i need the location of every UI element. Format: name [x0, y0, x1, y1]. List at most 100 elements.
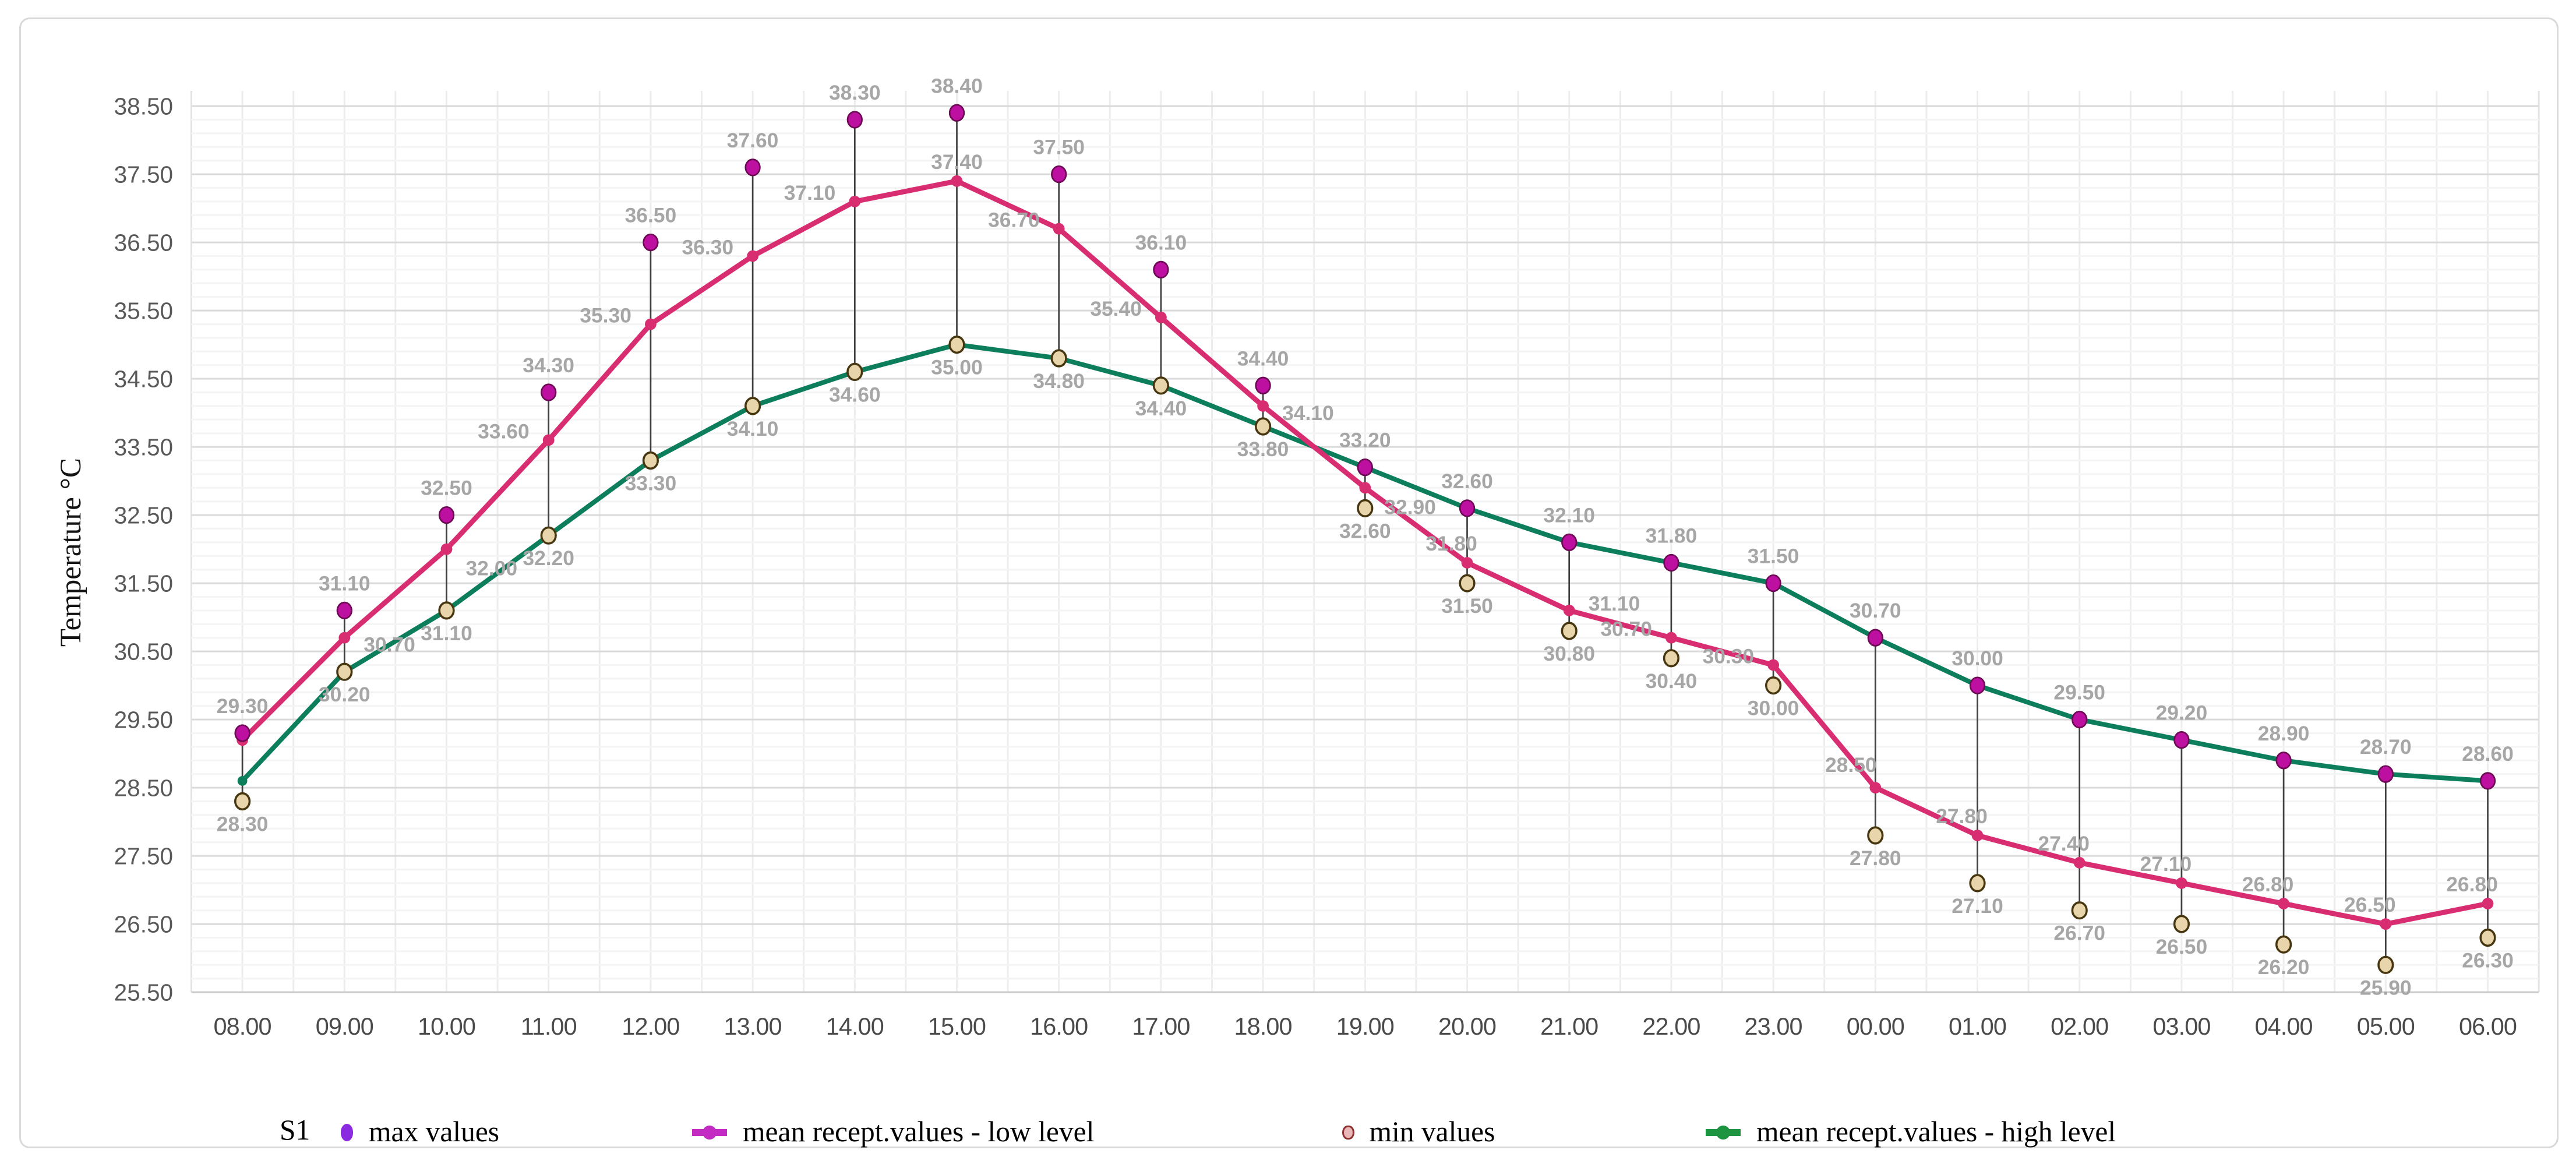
mean-low-point: [338, 632, 351, 644]
max-value-label: 32.60: [1441, 470, 1493, 493]
min-value-point: [2377, 955, 2394, 974]
mean-low-point: [2073, 856, 2085, 869]
mean-low-point: [1869, 782, 1882, 794]
min-value-label: 34.80: [1033, 369, 1085, 393]
max-value-label: 32.10: [1543, 503, 1595, 527]
x-tick-label: 06.00: [2459, 1013, 2517, 1040]
x-tick-label: 21.00: [1540, 1013, 1598, 1040]
legend-series-prefix: S1: [280, 1113, 310, 1147]
max-value-label: 31.10: [319, 572, 370, 595]
mean-low-value-label: 27.40: [2038, 832, 2090, 855]
min-value-label: 26.70: [2053, 922, 2105, 945]
max-value-label: 28.60: [2462, 742, 2514, 766]
y-tick-label: 30.50: [114, 639, 173, 665]
min-value-label: 27.10: [1952, 894, 2003, 918]
max-value-label: 29.30: [217, 694, 269, 718]
legend-item-label: mean recept.values - high level: [1756, 1115, 2116, 1148]
x-tick-label: 23.00: [1745, 1013, 1802, 1040]
min-value-label: 33.30: [625, 472, 677, 495]
min-value-label: 30.80: [1543, 642, 1595, 665]
y-tick-label: 33.50: [114, 434, 173, 461]
mean-low-point: [1971, 830, 1984, 841]
max-value-label: 38.40: [931, 74, 983, 97]
mean-low-point: [1155, 311, 1167, 323]
mean-low-point: [1461, 557, 1473, 569]
mean-low-point: [1053, 223, 1065, 235]
max-value-label: 37.50: [1033, 136, 1085, 159]
min-value-label: 30.40: [1646, 669, 1698, 693]
min-value-point: [1152, 376, 1170, 395]
y-axis-title: Temperature °C: [54, 457, 87, 647]
mean-low-point: [1257, 400, 1269, 412]
min-value-point: [336, 662, 353, 681]
x-tick-label: 15.00: [928, 1013, 986, 1040]
max-value-label: 31.80: [1646, 524, 1698, 548]
max-value-label: 36.10: [1135, 231, 1187, 254]
legend-item-max-values: max values: [341, 1112, 499, 1154]
min-value-label: 35.00: [931, 356, 983, 379]
mean-low-value-label: 35.30: [580, 304, 631, 327]
min-value-point: [540, 526, 557, 545]
mean-low-point: [2482, 898, 2494, 909]
min-value-label: 26.30: [2462, 949, 2514, 972]
mean-low-point: [542, 434, 555, 446]
mean-low-value-label: 31.80: [1425, 532, 1477, 555]
max-value-label: 30.00: [1952, 647, 2003, 670]
max-value-label: 32.50: [421, 477, 472, 500]
min-value-point: [2071, 901, 2088, 920]
mean-low-value-label: 36.30: [682, 236, 734, 259]
max-value-point: [1561, 533, 1578, 552]
mean-high-point: [237, 776, 248, 786]
min-value-label: 31.10: [421, 622, 472, 645]
x-tick-label: 09.00: [316, 1013, 373, 1040]
min-value-point: [1765, 676, 1782, 695]
min-value-label: 34.10: [727, 417, 779, 440]
max-value-point: [1255, 376, 1271, 394]
legend-item-mean-low: mean recept.values - low level: [692, 1112, 1094, 1154]
mean-low-value-label: 30.70: [1600, 618, 1652, 641]
x-tick-label: 02.00: [2051, 1013, 2108, 1040]
max-value-point: [1153, 260, 1169, 279]
min-value-point: [438, 601, 455, 620]
mean-low-value-label: 27.10: [2140, 852, 2192, 876]
legend: S1 max values mean recept.values - low l…: [0, 1112, 2576, 1154]
mean-low-value-label: 27.80: [1936, 805, 1988, 828]
max-value-point: [1765, 574, 1781, 592]
mean-low-point: [1767, 659, 1779, 671]
max-value-point: [1357, 458, 1373, 477]
x-tick-label: 18.00: [1234, 1013, 1292, 1040]
max-value-point: [2377, 765, 2394, 783]
min-value-point: [2173, 915, 2190, 933]
legend-item-label: mean recept.values - low level: [743, 1115, 1095, 1148]
max-value-label: 29.20: [2156, 701, 2208, 725]
mean-low-marker-icon: [692, 1126, 727, 1140]
x-tick-label: 11.00: [521, 1013, 577, 1040]
max-value-point: [234, 724, 250, 742]
mean-low-point: [1563, 605, 1575, 616]
x-tick-labels: 08.00 09.00 10.00 11.00 12.00 13.00 14.00 15.00…: [214, 1013, 2517, 1040]
min-value-point: [1561, 622, 1578, 640]
max-value-label: 37.60: [727, 129, 779, 152]
x-tick-label: 17.00: [1132, 1013, 1190, 1040]
mean-low-point: [849, 196, 861, 207]
max-value-point: [2173, 731, 2190, 749]
min-value-label: 32.60: [1339, 519, 1391, 542]
data-labels: 29.30 31.10 32.50 34.30 36.50 37.60 38.30 38.40…: [217, 74, 2514, 999]
min-value-point: [1357, 499, 1374, 517]
max-value-point: [948, 104, 965, 122]
mean-low-point: [1359, 482, 1371, 494]
y-tick-label: 34.50: [114, 366, 173, 393]
legend-item-mean-high: mean recept.values - high level: [1706, 1112, 2116, 1154]
max-value-label: 34.40: [1237, 347, 1289, 370]
max-value-label: 30.70: [1850, 599, 1901, 622]
mean-low-value-label: 34.10: [1282, 401, 1334, 425]
legend-item-min-values: min values: [1342, 1112, 1495, 1154]
mean-low-value-label: 36.70: [988, 209, 1040, 232]
min-value-label: 30.20: [319, 683, 370, 706]
mean-low-value-label: 37.10: [784, 181, 836, 204]
y-tick-label: 25.50: [114, 979, 173, 1006]
min-value-label: 34.40: [1135, 397, 1187, 420]
max-value-point: [438, 506, 455, 524]
min-value-label: 28.30: [217, 813, 269, 836]
